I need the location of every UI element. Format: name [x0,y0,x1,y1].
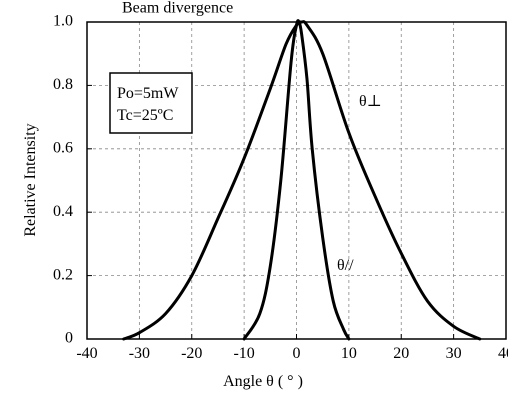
gridlines [87,22,506,339]
series-line-parallel [242,19,351,341]
chart-title: Beam divergence [122,0,233,16]
x-tick-label: 30 [446,345,462,362]
data-series [122,19,482,341]
x-tick-label: 10 [341,345,357,362]
y-tick-labels: 0 0.2 0.4 0.6 0.8 1.0 [53,13,73,347]
x-tick-label: 20 [393,345,409,362]
series-label-parallel: θ// [337,257,354,274]
y-tick-label: 1.0 [53,13,73,30]
x-tick-label: -10 [233,345,254,362]
y-tick-label: 0.4 [53,203,73,220]
y-axis-title: Relative Intensity [22,123,39,236]
x-tick-label: -30 [129,345,150,362]
y-tick-label: 0.6 [53,139,73,156]
conditions-box: Po=5mW Tc=25ºC [109,72,193,134]
x-tick-labels: -40 -30 -20 -10 0 10 20 30 40 [76,345,508,362]
condition-power: Po=5mW [117,85,179,102]
series-label-perpendicular: θ⊥ [359,93,382,110]
x-tick-label: 40 [498,345,508,362]
condition-temperature: Tc=25ºC [117,107,173,124]
series-line-perpendicular [122,20,482,341]
x-tick-label: -20 [181,345,202,362]
x-tick-label: -40 [76,345,97,362]
conditions-frame [109,72,193,134]
x-tick-label: 0 [293,345,301,362]
x-axis-title: Angle θ ( ° ) [223,373,303,390]
y-tick-label: 0.2 [53,266,73,283]
y-tick-label: 0 [65,330,73,347]
y-tick-label: 0.8 [53,76,73,93]
